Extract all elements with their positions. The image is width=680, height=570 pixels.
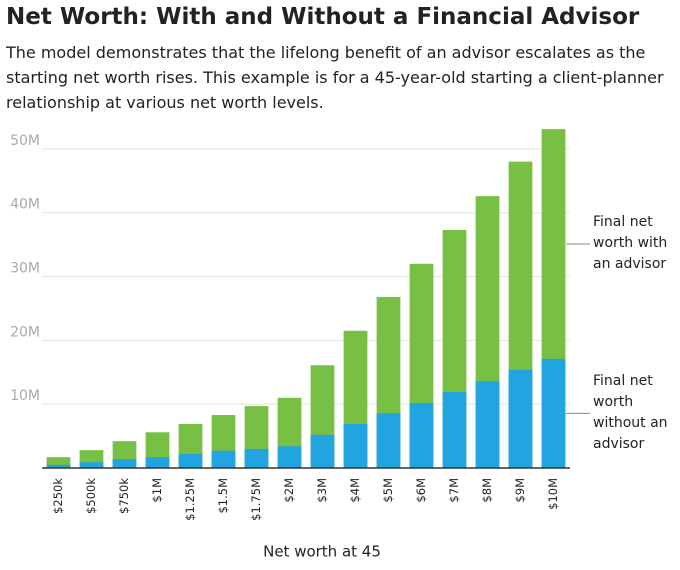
x-tick-label: $1M — [150, 478, 164, 503]
bar — [409, 402, 434, 468]
bar — [46, 457, 71, 468]
x-tick-label: $10M — [546, 478, 560, 510]
x-tick-label: $1.75M — [249, 478, 263, 521]
bar — [343, 423, 368, 468]
x-tick-label: $9M — [513, 478, 527, 503]
y-tick-label: 40M — [10, 197, 40, 213]
y-tick-label: 30M — [10, 261, 40, 277]
bar — [376, 413, 401, 468]
bar — [508, 369, 533, 468]
y-tick-label: 20M — [10, 324, 40, 340]
bar — [475, 381, 500, 468]
bar — [145, 457, 170, 468]
x-tick-label: $750k — [117, 478, 131, 514]
x-tick-label: $5M — [381, 478, 395, 503]
x-tick-label: $2M — [282, 478, 296, 503]
x-tick-label: $3M — [315, 478, 329, 503]
bar — [211, 450, 236, 468]
bar — [244, 448, 269, 468]
chart-title: Net Worth: With and Without a Financial … — [6, 4, 640, 30]
bar — [541, 358, 566, 468]
bar — [46, 464, 71, 468]
bar — [442, 392, 467, 468]
legend-label: Final net worth without an advisor — [593, 373, 668, 453]
x-tick-label: $1.25M — [183, 478, 197, 521]
bar — [178, 453, 203, 468]
legend-label: Final net worth with an advisor — [593, 214, 668, 273]
y-tick-label: 10M — [10, 388, 40, 404]
chart-subtitle: The model demonstrates that the lifelong… — [6, 43, 664, 112]
x-tick-label: $250k — [51, 478, 65, 514]
y-tick-label: 50M — [10, 133, 40, 149]
bar — [79, 462, 104, 468]
x-tick-label: $4M — [348, 478, 362, 503]
x-tick-label: $500k — [84, 478, 98, 514]
bar — [310, 434, 335, 468]
x-tick-label: $8M — [480, 478, 494, 503]
bar — [112, 459, 137, 468]
bar — [277, 446, 302, 468]
x-axis-label: Net worth at 45 — [263, 543, 381, 561]
x-tick-label: $6M — [414, 478, 428, 503]
x-tick-label: $7M — [447, 478, 461, 503]
x-tick-label: $1.5M — [216, 478, 230, 514]
